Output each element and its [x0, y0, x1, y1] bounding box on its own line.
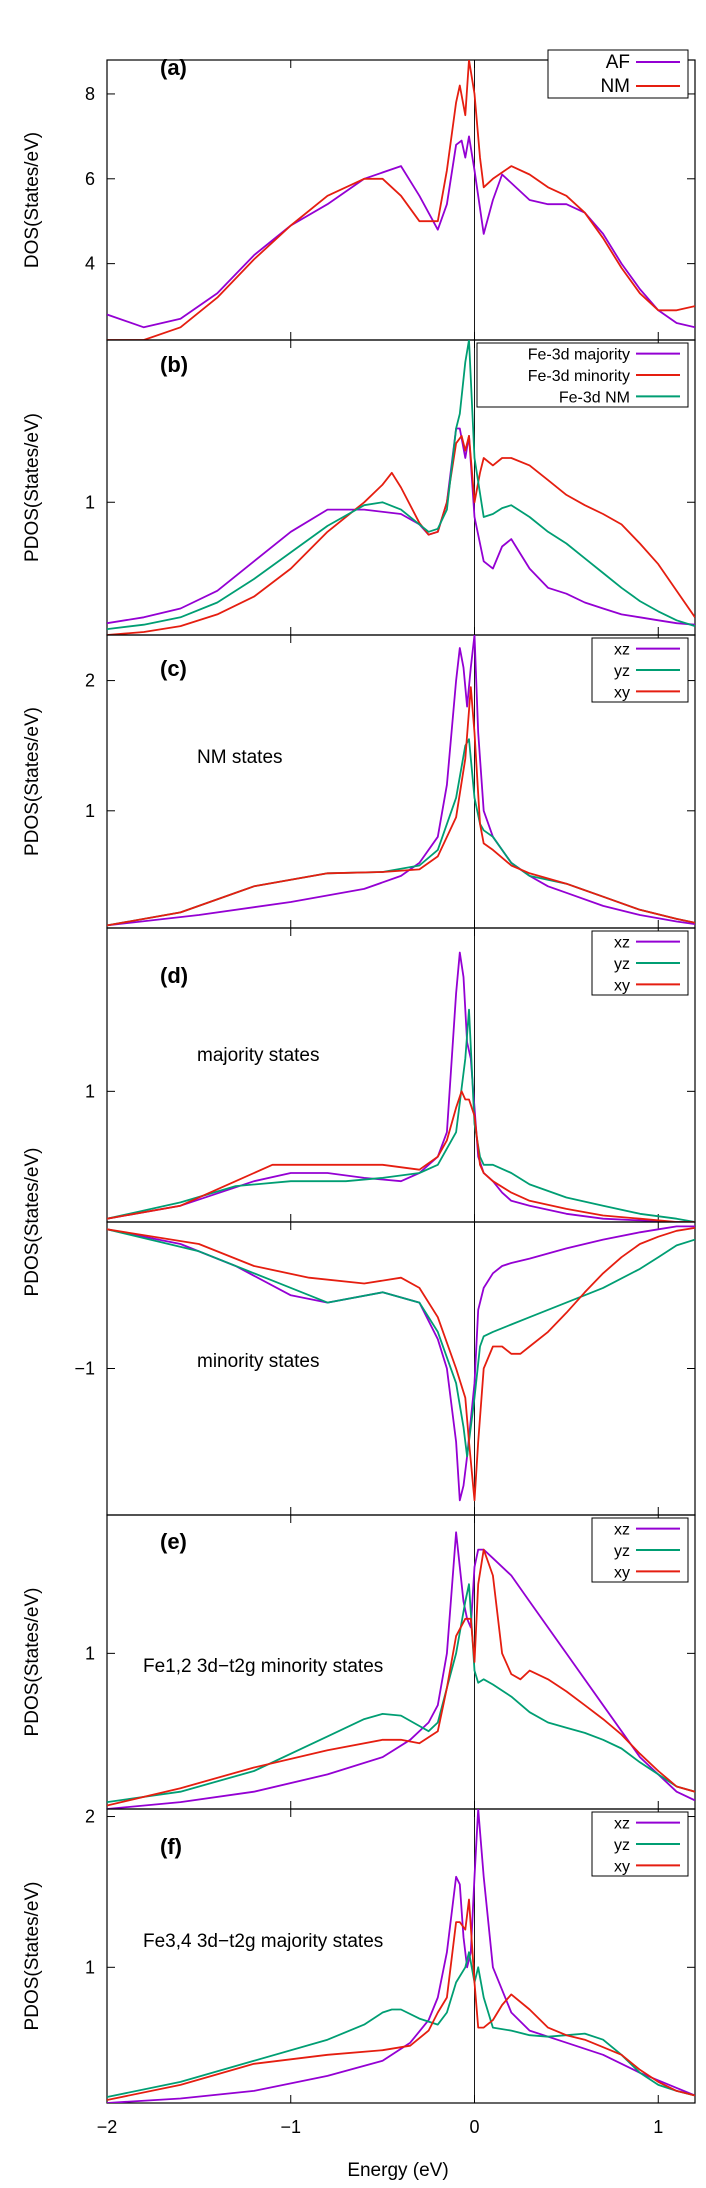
y-tick-label: 1	[85, 1081, 95, 1101]
y-axis-title: PDOS(States/eV)	[22, 707, 43, 856]
series-line-xy	[107, 1898, 695, 2101]
panel-a: 4 6 8 (a) AF NM DOS(States/eV)	[22, 49, 696, 341]
legend-entry: xz	[614, 935, 630, 952]
panel-c: 1 2 (c) NM states xz yz xy PDOS(States/eV)	[22, 634, 696, 929]
legend: xz yz xy	[591, 1517, 689, 1583]
panel-frame	[106, 59, 696, 341]
series-line-yz	[107, 1583, 695, 1803]
legend-entry: yz	[614, 1543, 630, 1560]
series-line-fe-3d-majority	[107, 427, 695, 626]
series-line-yz	[107, 1228, 695, 1458]
y-tick-label: 1	[85, 1643, 95, 1663]
series-line-xz	[107, 635, 695, 927]
y-tick-label: 1	[85, 1957, 95, 1977]
y-axis-title: PDOS(States/eV)	[22, 1882, 43, 2031]
y-tick-label: 8	[85, 84, 95, 104]
x-tick-label: 0	[469, 2117, 479, 2137]
legend-entry: AF	[606, 52, 630, 73]
x-tick-label: −1	[280, 2117, 301, 2137]
legend: AF NM	[547, 49, 689, 99]
legend-entry: xz	[614, 642, 630, 659]
panel-label: (f)	[160, 1834, 182, 1859]
series-line-xz	[107, 1225, 695, 1502]
legend-entry: yz	[614, 663, 630, 680]
legend-entry: xy	[614, 684, 630, 701]
legend-entry: Fe-3d minority	[528, 368, 630, 385]
y-axis-title: PDOS(States/eV)	[22, 413, 43, 562]
panel-f: 1 2 (f) Fe3,4 3d−t2g majority states xz yz xy P…	[22, 1807, 696, 2104]
y-tick-label: 2	[85, 671, 95, 691]
y-axis-title: DOS(States/eV)	[22, 132, 43, 268]
series-line-xz	[107, 1809, 695, 2103]
series-line-xy	[107, 1090, 695, 1222]
panel-label: (d)	[160, 963, 188, 988]
y-axis-title: PDOS(States/eV)	[22, 1148, 43, 1297]
y-tick-label: −1	[74, 1359, 95, 1379]
panel-b: 1 (b) Fe-3d majority Fe-3d minority Fe-3d NM…	[22, 339, 696, 636]
panel-label: (c)	[160, 656, 187, 681]
legend: xz yz xy	[591, 637, 689, 703]
legend: xz yz xy	[591, 930, 689, 996]
series-line-xy	[107, 1227, 695, 1502]
panel-label: (a)	[160, 55, 187, 80]
legend-entry: xy	[614, 1564, 630, 1581]
panel-label: (b)	[160, 352, 188, 377]
y-tick-label: 6	[85, 169, 95, 189]
series-line-fe-3d-minority	[107, 435, 695, 635]
series-line-yz	[107, 1008, 695, 1222]
panels-group: 4 6 8 (a) AF NM DOS(States/eV) 1 (b) Fe-3d majori…	[22, 49, 696, 2137]
series-line-fe-3d-nm	[107, 340, 695, 630]
panel-d: 1 (d) majority states xz yz xy	[85, 927, 696, 1223]
series-line-xy	[107, 686, 695, 927]
legend-entry: xz	[614, 1522, 630, 1539]
y-axis-title: PDOS(States/eV)	[22, 1588, 43, 1737]
panel-label: (e)	[160, 1529, 187, 1554]
panel-annotation: minority states	[197, 1351, 319, 1372]
y-tick-label: 4	[85, 254, 95, 274]
legend-entry: xy	[614, 1858, 630, 1875]
legend-entry: Fe-3d NM	[559, 389, 630, 406]
legend-entry: yz	[614, 1837, 630, 1854]
panel-min: −1 minority states	[74, 1221, 696, 1516]
panel-annotation: Fe1,2 3d−t2g minority states	[143, 1656, 383, 1677]
legend-entry: xz	[614, 1816, 630, 1833]
legend-entry: xy	[614, 977, 630, 994]
legend-entry: Fe-3d majority	[528, 347, 630, 364]
panel-frame	[106, 1808, 696, 2104]
panel-annotation: majority states	[197, 1045, 319, 1066]
legend-entry: NM	[600, 76, 630, 97]
y-tick-label: 1	[85, 801, 95, 821]
x-tick-label: 1	[653, 2117, 663, 2137]
legend: xz yz xy	[591, 1811, 689, 1877]
y-tick-label: 1	[85, 492, 95, 512]
panel-annotation: NM states	[197, 747, 283, 768]
panel-e: 1 (e) Fe1,2 3d−t2g minority states xz yz xy PD…	[22, 1514, 696, 1810]
legend-box	[547, 49, 689, 99]
series-line-yz	[107, 1951, 695, 2098]
x-tick-label: −2	[97, 2117, 118, 2137]
series-line-nm	[107, 60, 695, 340]
legend-entry: yz	[614, 956, 630, 973]
panel-annotation: Fe3,4 3d−t2g majority states	[143, 1931, 383, 1952]
series-line-xy	[107, 1548, 695, 1807]
y-tick-label: 2	[85, 1807, 95, 1827]
panel-frame	[106, 1221, 696, 1516]
x-axis-title: Energy (eV)	[347, 2160, 448, 2181]
legend: Fe-3d majority Fe-3d minority Fe-3d NM	[476, 342, 689, 408]
series-line-af	[107, 135, 695, 329]
